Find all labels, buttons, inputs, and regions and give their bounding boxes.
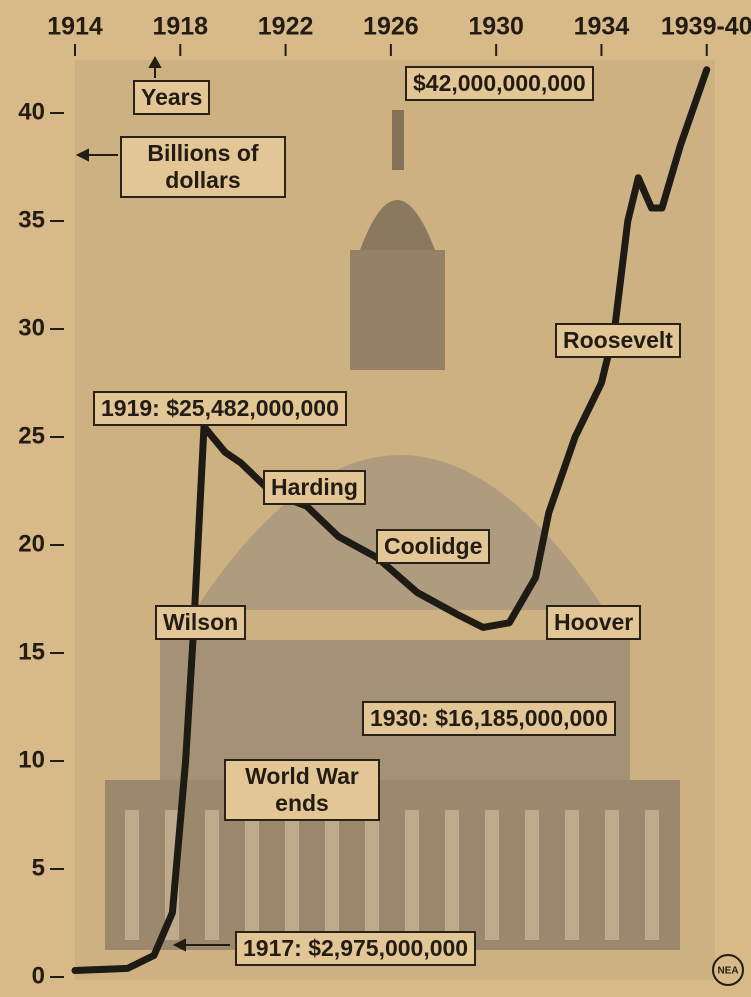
- x-tick-label: 1918: [152, 13, 208, 41]
- x-tick-label: 1914: [47, 13, 103, 41]
- annotation: 1919: $25,482,000,000: [93, 391, 347, 426]
- y-tick-label: 40: [18, 98, 45, 125]
- y-tick-label: 0: [32, 962, 45, 989]
- y-tick-label: 20: [18, 530, 45, 557]
- annotation: Wilson: [155, 605, 246, 640]
- annotation: Billions of dollars: [120, 136, 286, 198]
- annotation: Hoover: [546, 605, 641, 640]
- y-tick-label: 25: [18, 422, 45, 449]
- y-tick-label: 10: [18, 746, 45, 773]
- y-tick-label: 15: [18, 638, 45, 665]
- annotation: Roosevelt: [555, 323, 681, 358]
- chart: 0 5 10 15 20 25 30 35 40 1914 1918 1922 1926 1930 1934…: [0, 0, 751, 997]
- y-tick-label: 30: [18, 314, 45, 341]
- annotation: 1930: $16,185,000,000: [362, 701, 616, 736]
- annotation: Harding: [263, 470, 366, 505]
- y-tick-label: 35: [18, 206, 45, 233]
- annotation: Years: [133, 80, 210, 115]
- annotation: $42,000,000,000: [405, 66, 594, 101]
- x-tick-label: 1930: [468, 13, 524, 41]
- annotation: Coolidge: [376, 529, 490, 564]
- credit: NEA: [717, 966, 738, 977]
- annotation: World War ends: [224, 759, 380, 821]
- y-tick-label: 5: [32, 854, 45, 881]
- x-tick-label: 1934: [574, 13, 630, 41]
- x-tick-label: 1922: [258, 13, 314, 41]
- annotation: 1917: $2,975,000,000: [235, 931, 476, 966]
- capitol-illustration: [75, 60, 715, 980]
- x-tick-label: 1939-40: [661, 13, 751, 41]
- x-tick-label: 1926: [363, 13, 419, 41]
- page: 0 5 10 15 20 25 30 35 40 1914 1918 1922 1926 1930 1934…: [0, 0, 751, 997]
